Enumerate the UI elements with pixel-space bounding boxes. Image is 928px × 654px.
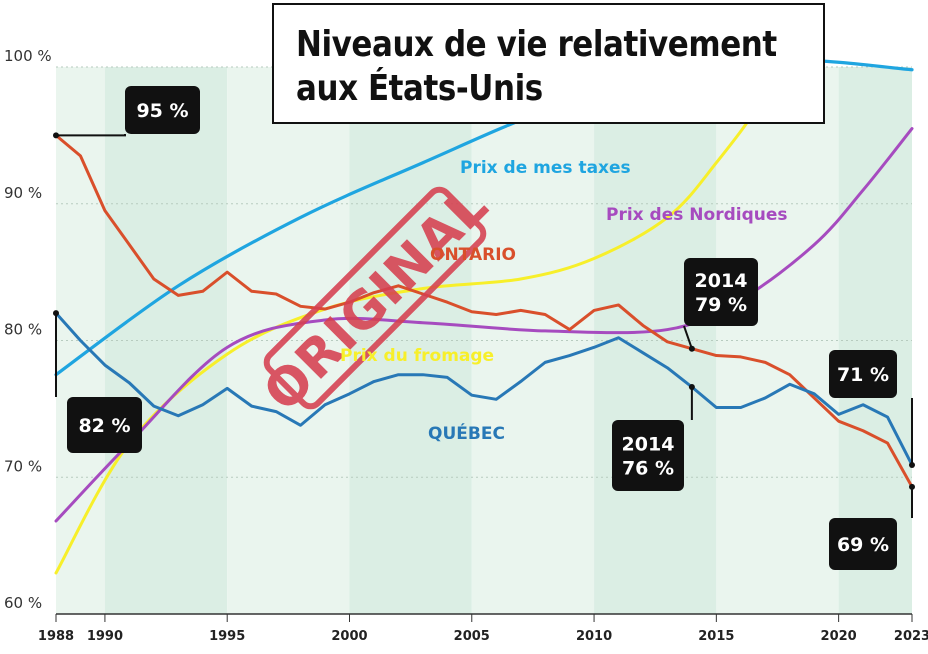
value-callout: 82 %	[53, 310, 142, 453]
y-tick-label: 60 %	[4, 594, 42, 612]
callout-box	[67, 397, 142, 453]
callout-leader	[56, 134, 126, 137]
callout-dot	[53, 132, 59, 139]
callout-box	[612, 420, 684, 491]
x-tick-label: 2010	[576, 629, 612, 644]
callout-leader	[683, 325, 693, 350]
x-tick-label: 2015	[698, 629, 734, 644]
x-tick-label: 2000	[331, 629, 367, 644]
y-tick-label: 80 %	[4, 321, 42, 339]
series-label-prix-fromage: Prix du fromage	[340, 346, 494, 366]
value-callout: 69 %	[829, 483, 915, 570]
callout-text: 2014	[695, 270, 748, 292]
series-label-prix-taxes: Prix de mes taxes	[460, 158, 631, 178]
x-tick-label: 2020	[821, 629, 857, 644]
x-tick-label: 1988	[38, 629, 74, 644]
callout-text: 95 %	[136, 100, 188, 122]
callout-text: 76 %	[622, 458, 674, 480]
series-line-ontario	[54, 133, 914, 489]
callout-dot	[688, 345, 695, 352]
callout-box	[829, 350, 897, 398]
callout-dot	[909, 483, 915, 490]
stamp-border	[263, 186, 487, 410]
series-line-quebec	[54, 311, 914, 467]
callout-box	[125, 86, 200, 134]
y-tick-label: 90 %	[4, 184, 42, 202]
callout-text: 79 %	[695, 294, 747, 316]
callout-dot	[53, 310, 59, 317]
x-tick-label: 1995	[209, 629, 245, 644]
x-tick-label: 2005	[454, 629, 490, 644]
callout-text: 71 %	[837, 364, 889, 386]
series-label-prix-nordiques: Prix des Nordiques	[606, 205, 788, 225]
chart-title-line-2: aux États-Unis	[296, 68, 543, 109]
series-label-quebec: QUÉBEC	[428, 422, 505, 444]
y-tick-label: 70 %	[4, 457, 42, 475]
callout-text: 2014	[622, 434, 675, 456]
callout-dot	[909, 461, 915, 468]
series-label-ontario: ONTARIO	[430, 245, 516, 265]
axes: 60 % 70 % 80 % 90 % 100 % 1988 1990 1995 2000 200…	[4, 47, 928, 644]
value-callout: 95 %	[53, 86, 200, 139]
callout-dot	[688, 383, 695, 390]
value-callout: 71 %	[829, 350, 915, 468]
x-tick-label: 2023	[894, 629, 928, 644]
chart-title-box: Niveaux de vie relativement aux États-Un…	[272, 3, 825, 124]
callout-text: 69 %	[837, 534, 889, 556]
callout-box	[829, 518, 897, 570]
year-bands	[56, 67, 912, 614]
series-line-prix-nordiques	[54, 127, 914, 523]
callout-box	[684, 258, 758, 326]
y-tick-label: 100 %	[4, 47, 52, 65]
callout-text: 82 %	[78, 415, 130, 437]
series-labels: Prix de mes taxes Prix des Nordiques ONTAR…	[340, 158, 788, 444]
chart-title-line-1: Niveaux de vie relativement	[296, 24, 777, 65]
x-tick-label: 1990	[87, 629, 123, 644]
